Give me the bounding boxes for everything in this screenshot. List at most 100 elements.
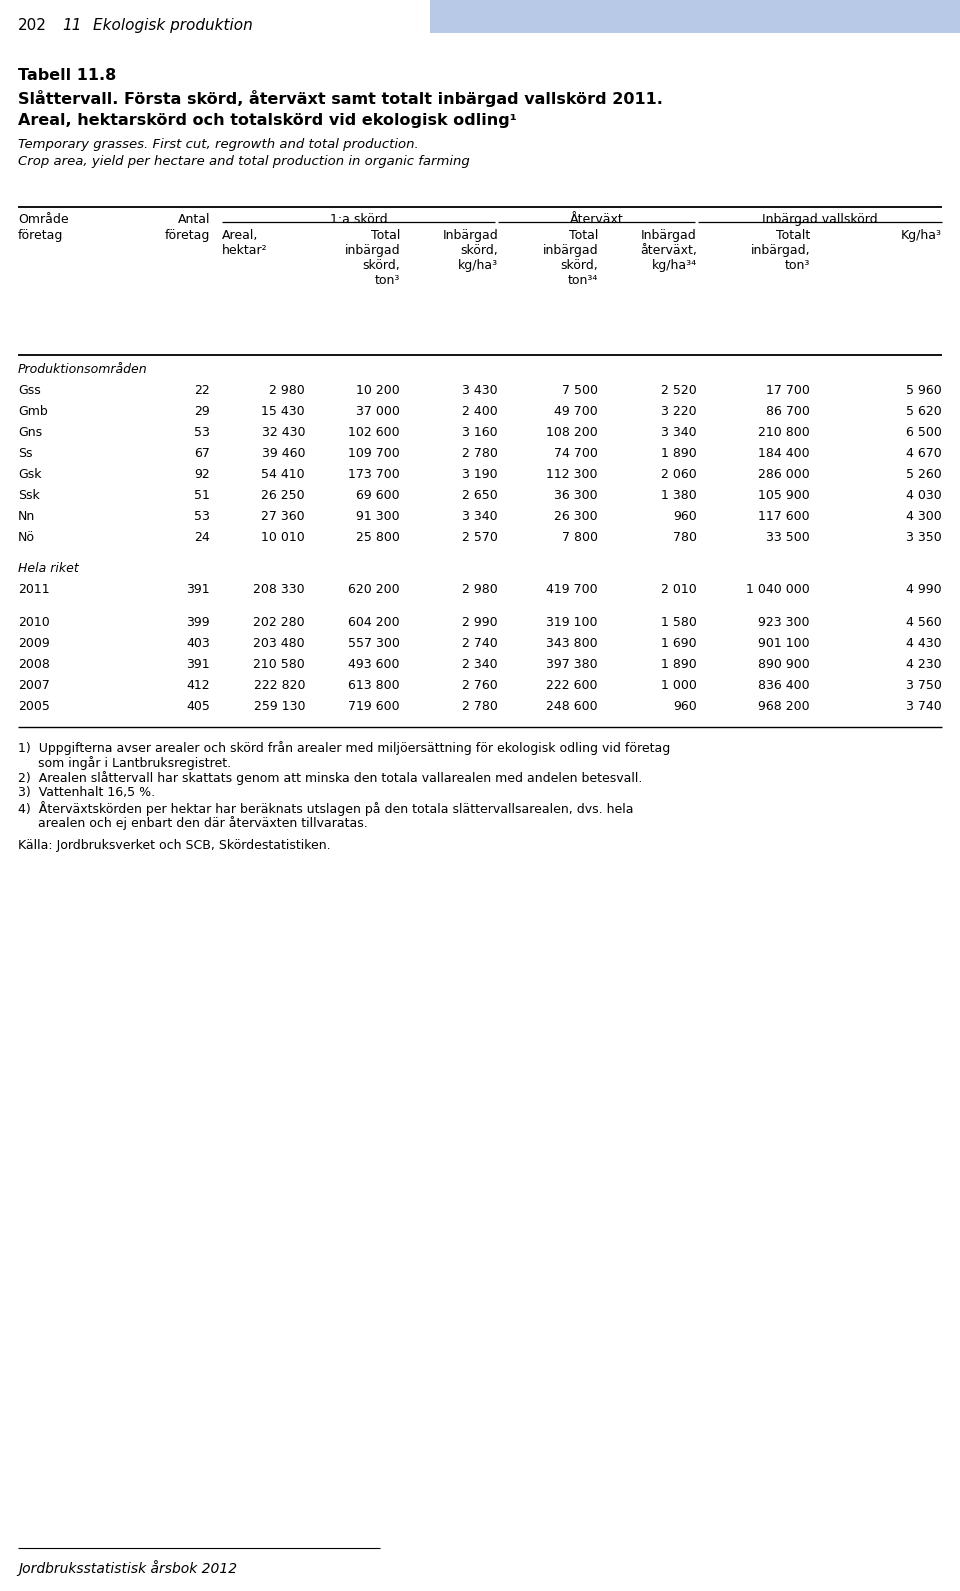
Text: 117 600: 117 600 [758, 511, 810, 523]
Text: 343 800: 343 800 [546, 636, 598, 651]
Text: 3 340: 3 340 [463, 511, 498, 523]
Text: 17 700: 17 700 [766, 383, 810, 398]
Text: 1 380: 1 380 [661, 488, 697, 503]
Text: 26 300: 26 300 [554, 511, 598, 523]
Text: 2 780: 2 780 [462, 700, 498, 713]
Text: Total
inbärgad
skörd,
ton³: Total inbärgad skörd, ton³ [345, 229, 400, 286]
Text: Slåttervall. Första skörd, återväxt samt totalt inbärgad vallskörd 2011.: Slåttervall. Första skörd, återväxt samt… [18, 91, 662, 107]
Text: 69 600: 69 600 [356, 488, 400, 503]
Text: 3 430: 3 430 [463, 383, 498, 398]
Text: 4 230: 4 230 [906, 659, 942, 671]
Text: 27 360: 27 360 [261, 511, 305, 523]
Text: 1 580: 1 580 [661, 616, 697, 628]
Bar [430, 0, 960, 33]
Text: 2008: 2008 [18, 659, 50, 671]
Text: 92: 92 [194, 468, 210, 480]
Text: Inbärgad vallskörd: Inbärgad vallskörd [762, 213, 877, 226]
Text: 923 300: 923 300 [758, 616, 810, 628]
Text: 3 740: 3 740 [906, 700, 942, 713]
Text: 112 300: 112 300 [546, 468, 598, 480]
Text: 403: 403 [186, 636, 210, 651]
Text: 399: 399 [186, 616, 210, 628]
Text: Kg/ha³: Kg/ha³ [901, 229, 942, 242]
Text: Ssk: Ssk [18, 488, 39, 503]
Text: 203 480: 203 480 [253, 636, 305, 651]
Text: 11: 11 [62, 18, 82, 33]
Text: företag: företag [18, 229, 63, 242]
Text: 25 800: 25 800 [356, 531, 400, 544]
Text: Produktionsområden: Produktionsområden [18, 363, 148, 375]
Text: Temporary grasses. First cut, regrowth and total production.: Temporary grasses. First cut, regrowth a… [18, 138, 419, 151]
Text: 1 690: 1 690 [661, 636, 697, 651]
Text: 2 980: 2 980 [269, 383, 305, 398]
Text: 4 030: 4 030 [906, 488, 942, 503]
Text: 5 620: 5 620 [906, 406, 942, 418]
Text: 2 400: 2 400 [463, 406, 498, 418]
Text: 53: 53 [194, 426, 210, 439]
Text: 39 460: 39 460 [261, 447, 305, 460]
Text: 901 100: 901 100 [758, 636, 810, 651]
Text: arealen och ej enbart den där återväxten tillvaratas.: arealen och ej enbart den där återväxten… [18, 816, 368, 831]
Text: 2 780: 2 780 [462, 447, 498, 460]
Text: 109 700: 109 700 [348, 447, 400, 460]
Text: 780: 780 [673, 531, 697, 544]
Text: 5 260: 5 260 [906, 468, 942, 480]
Text: 210 580: 210 580 [253, 659, 305, 671]
Text: 412: 412 [186, 679, 210, 692]
Text: 391: 391 [186, 659, 210, 671]
Text: 3 190: 3 190 [463, 468, 498, 480]
Text: 2 010: 2 010 [661, 582, 697, 597]
Text: 5 960: 5 960 [906, 383, 942, 398]
Text: Antal: Antal [178, 213, 210, 226]
Text: Totalt
inbärgad,
ton³: Totalt inbärgad, ton³ [751, 229, 810, 272]
Text: 37 000: 37 000 [356, 406, 400, 418]
Text: 557 300: 557 300 [348, 636, 400, 651]
Text: 4 670: 4 670 [906, 447, 942, 460]
Text: 202: 202 [18, 18, 47, 33]
Text: Areal,
hektar²: Areal, hektar² [222, 229, 268, 258]
Text: 1 890: 1 890 [661, 447, 697, 460]
Text: Areal, hektarskörd och totalskörd vid ekologisk odling¹: Areal, hektarskörd och totalskörd vid ek… [18, 113, 516, 127]
Text: 1)  Uppgifterna avser arealer och skörd från arealer med miljöersättning för eko: 1) Uppgifterna avser arealer och skörd f… [18, 741, 670, 756]
Text: 7 800: 7 800 [562, 531, 598, 544]
Text: 4 990: 4 990 [906, 582, 942, 597]
Text: 1 040 000: 1 040 000 [746, 582, 810, 597]
Text: 319 100: 319 100 [546, 616, 598, 628]
Text: Crop area, yield per hectare and total production in organic farming: Crop area, yield per hectare and total p… [18, 154, 469, 169]
Text: 2010: 2010 [18, 616, 50, 628]
Text: 26 250: 26 250 [261, 488, 305, 503]
Text: 1 000: 1 000 [661, 679, 697, 692]
Text: 210 800: 210 800 [758, 426, 810, 439]
Text: 3 160: 3 160 [463, 426, 498, 439]
Text: Tabell 11.8: Tabell 11.8 [18, 68, 116, 83]
Text: som ingår i Lantbruksregistret.: som ingår i Lantbruksregistret. [18, 756, 231, 770]
Text: 2009: 2009 [18, 636, 50, 651]
Text: 108 200: 108 200 [546, 426, 598, 439]
Text: 33 500: 33 500 [766, 531, 810, 544]
Text: företag: företag [164, 229, 210, 242]
Text: 620 200: 620 200 [348, 582, 400, 597]
Text: 397 380: 397 380 [546, 659, 598, 671]
Text: 36 300: 36 300 [554, 488, 598, 503]
Text: 3 750: 3 750 [906, 679, 942, 692]
Text: 222 820: 222 820 [253, 679, 305, 692]
Text: 173 700: 173 700 [348, 468, 400, 480]
Text: 6 500: 6 500 [906, 426, 942, 439]
Text: Hela riket: Hela riket [18, 562, 79, 574]
Text: 613 800: 613 800 [348, 679, 400, 692]
Text: 4 430: 4 430 [906, 636, 942, 651]
Text: 202 280: 202 280 [253, 616, 305, 628]
Text: 604 200: 604 200 [348, 616, 400, 628]
Text: Ekologisk produktion: Ekologisk produktion [93, 18, 252, 33]
Text: 32 430: 32 430 [261, 426, 305, 439]
Text: Gns: Gns [18, 426, 42, 439]
Text: 54 410: 54 410 [261, 468, 305, 480]
Text: 2 760: 2 760 [463, 679, 498, 692]
Text: Källa: Jordbruksverket och SCB, Skördestatistiken.: Källa: Jordbruksverket och SCB, Skördest… [18, 838, 330, 853]
Text: 4)  Återväxtskörden per hektar har beräknats utslagen på den totala slättervalls: 4) Återväxtskörden per hektar har beräkn… [18, 800, 634, 816]
Text: 419 700: 419 700 [546, 582, 598, 597]
Text: 2 980: 2 980 [463, 582, 498, 597]
Text: 2)  Arealen slåttervall har skattats genom att minska den totala vallarealen med: 2) Arealen slåttervall har skattats geno… [18, 772, 642, 784]
Text: 15 430: 15 430 [261, 406, 305, 418]
Text: 208 330: 208 330 [253, 582, 305, 597]
